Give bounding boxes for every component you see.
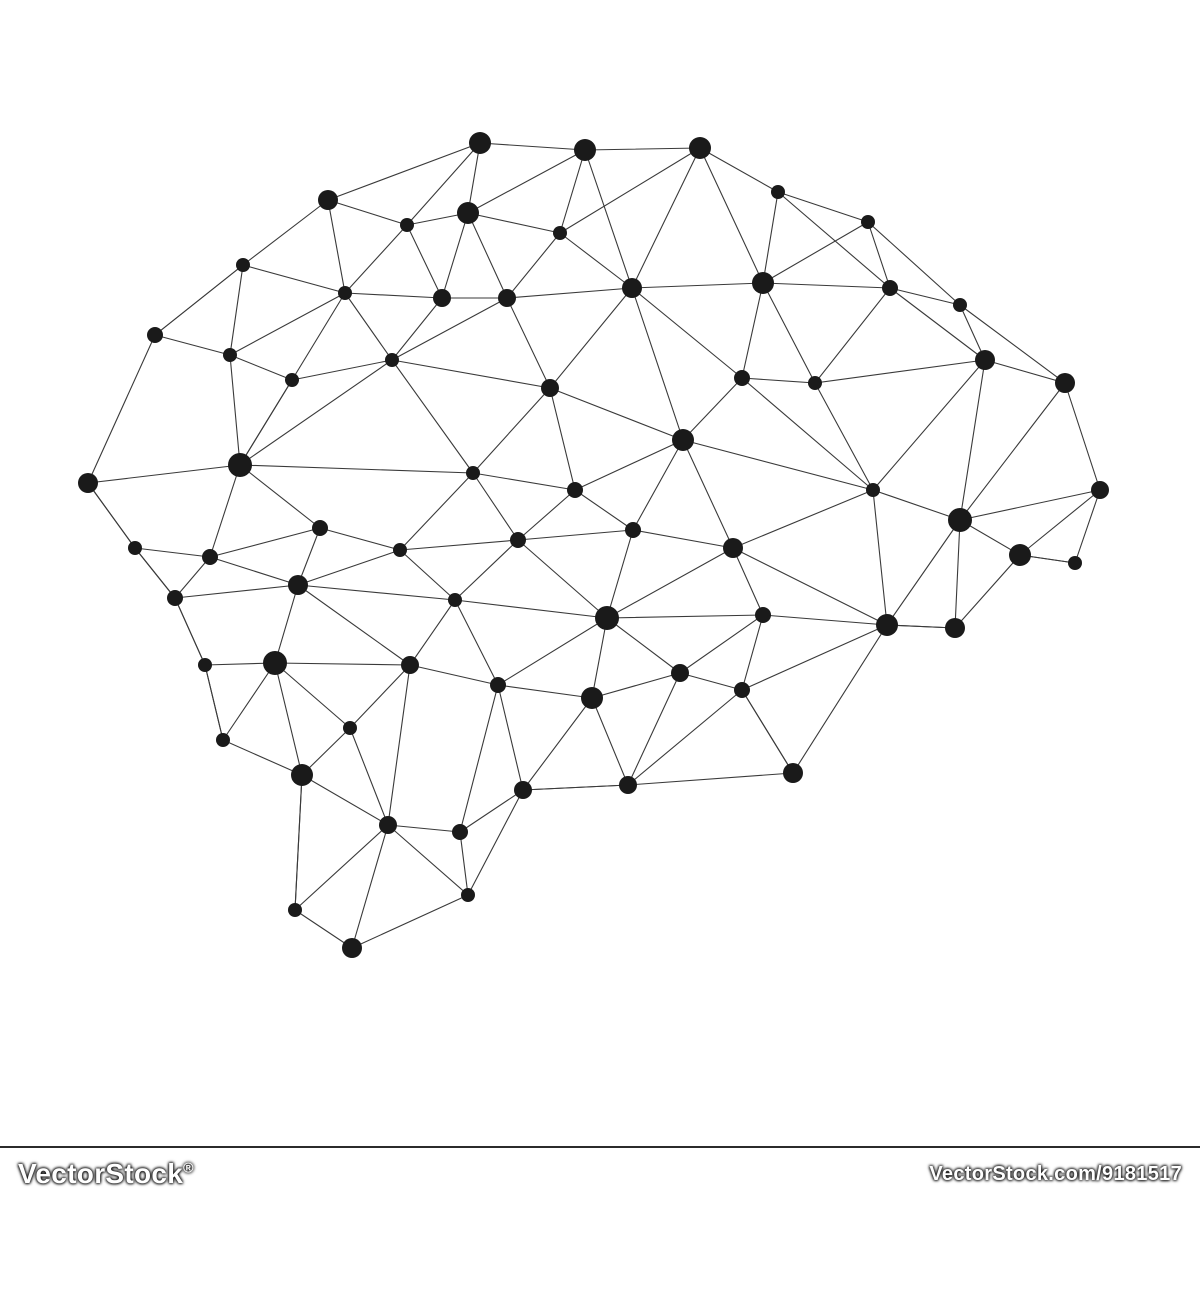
network-diagram [0,0,1200,1296]
canvas: VectorStock® VectorStock.com/9181517 [0,0,1200,1296]
watermark-left: VectorStock® [18,1158,194,1190]
watermark-brand: VectorStock [18,1158,183,1189]
watermark-suffix: ® [183,1160,194,1176]
watermark-bar: VectorStock® VectorStock.com/9181517 [0,1150,1200,1198]
watermark-right: VectorStock.com/9181517 [929,1163,1182,1186]
footer-divider [0,1146,1200,1148]
